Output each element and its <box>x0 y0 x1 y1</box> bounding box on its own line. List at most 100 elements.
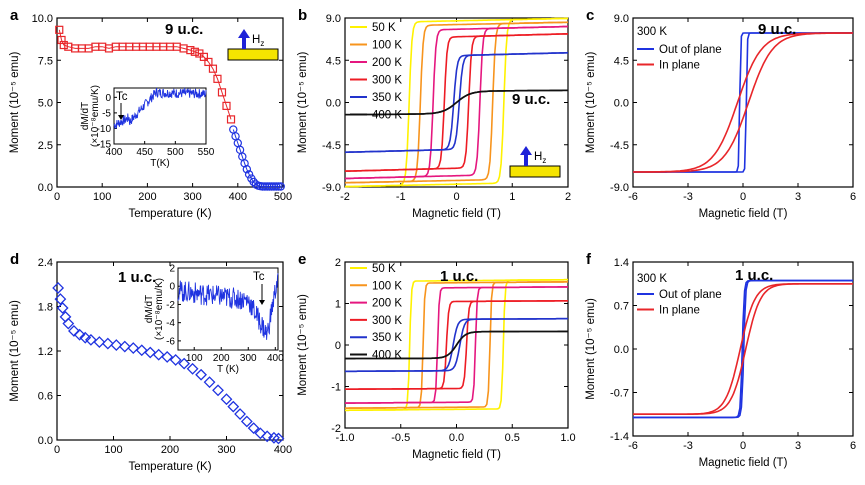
panel-f: -6 -3 0 3 6 1.4 0.7 0.0 -0.7 -1.4 Magnetic field (… <box>585 251 856 469</box>
substrate-icon <box>227 48 279 61</box>
loop-0-down <box>633 279 853 419</box>
x-axis-label: Magnetic field (T) <box>699 208 788 220</box>
inset-frame <box>177 267 279 351</box>
x-axis-label: Magnetic field (T) <box>699 457 788 469</box>
loop-4-down <box>345 317 568 373</box>
data-point <box>244 170 254 179</box>
data-point <box>195 368 207 381</box>
y-tick-label: 1 <box>335 299 341 311</box>
y-tick-label: 7.5 <box>38 55 53 67</box>
data-point <box>161 351 174 363</box>
panel-label: c <box>586 7 594 24</box>
legend-entry: 300 K <box>372 315 402 327</box>
panel-d: 0 100 200 300 400 0.0 0.6 1.2 1.8 2.4 Temperature … <box>9 251 292 473</box>
x-tick-label: 100 <box>104 444 122 456</box>
y-axis-label: Moment (10⁻⁵ emu) <box>585 52 597 154</box>
loop-1-down <box>633 32 853 173</box>
x-axis-label: Magnetic field (T) <box>412 208 501 220</box>
data-point <box>79 331 92 344</box>
y-tick-label: 0.6 <box>38 391 53 403</box>
field-label: Hz <box>252 34 264 48</box>
data-point <box>226 115 236 124</box>
data-point <box>68 325 80 337</box>
tc-arrow-head <box>259 300 265 305</box>
field-arrow-icon <box>238 29 250 38</box>
y-tick-label: -2 <box>331 423 341 435</box>
x-tick-label: 0.0 <box>449 432 464 444</box>
legend-entry: 50 K <box>372 22 396 34</box>
inset-x-tick-label: 550 <box>198 147 215 158</box>
y-tick-label: 0 <box>335 340 341 352</box>
x-tick-label: 200 <box>161 444 179 456</box>
y-tick-label: -1 <box>331 382 341 394</box>
y-tick-label: 1.8 <box>38 302 53 314</box>
loop-1-down <box>345 281 568 409</box>
y-tick-label: 1.4 <box>614 257 629 269</box>
panel-title: 1 u.c. <box>118 269 156 286</box>
panel-label: d <box>10 251 19 268</box>
inset-y-tick-label: 0 <box>169 282 175 293</box>
data-point <box>190 47 199 56</box>
y-tick-label: -9.0 <box>322 182 341 194</box>
inset-d: 100 200 300 400 2 0 -2 -4 -6 T (K) dM/dT (×10⁻⁸emu/… <box>144 264 284 376</box>
data-point <box>101 337 114 350</box>
data-point <box>199 52 208 61</box>
loop-2-down <box>344 25 569 180</box>
x-tick-label: -3 <box>683 440 693 452</box>
y-tick-label: 2 <box>335 257 341 269</box>
y-tick-label: 4.5 <box>614 55 629 67</box>
data-point <box>217 88 227 97</box>
inset-y-tick-label: -2 <box>166 300 175 311</box>
data-point <box>93 336 106 349</box>
series-line <box>58 29 232 120</box>
temperature-label: 300 K <box>637 26 667 38</box>
data-point <box>84 333 97 346</box>
data-point <box>212 384 224 397</box>
legend-entry: Out of plane <box>659 44 722 56</box>
loop-2-down <box>345 286 568 404</box>
x-tick-label: -6 <box>628 191 638 203</box>
panel-title: 1 u.c. <box>440 268 478 285</box>
data-point <box>152 348 165 361</box>
panel-title: 1 u.c. <box>735 267 773 284</box>
y-tick-label: 10.0 <box>32 13 53 25</box>
loop-4-down <box>344 51 569 154</box>
legend-entry: 400 K <box>372 110 402 122</box>
data-point <box>254 427 267 440</box>
inset-y-label: dM/dT <box>80 102 91 130</box>
x-tick-label: -1 <box>396 191 406 203</box>
y-tick-label: -0.7 <box>610 388 629 400</box>
inset-y-label: dM/dT <box>144 295 155 323</box>
y-tick-label: 1.2 <box>38 346 53 358</box>
x-tick-label: 300 <box>217 444 235 456</box>
data-point <box>178 357 191 370</box>
panel-label: a <box>10 7 19 24</box>
data-point <box>272 432 285 445</box>
x-tick-label: -6 <box>628 440 638 452</box>
legend-entry: 100 K <box>372 40 402 52</box>
y-tick-label: -1.4 <box>610 431 629 443</box>
legend-f: Out of plane In plane <box>637 289 722 317</box>
legend-e: 50 K 100 K 200 K 300 K 350 K 400 K <box>350 263 402 362</box>
series-1 <box>229 125 285 191</box>
inset-curve <box>113 87 207 129</box>
data-point <box>73 328 86 341</box>
data-point <box>242 165 252 174</box>
x-tick-label: 400 <box>229 191 247 203</box>
y-axis-label: Moment (10⁻⁵ emu) <box>9 300 21 402</box>
field-label: Hz <box>534 151 546 165</box>
y-tick-label: 0.7 <box>614 301 629 313</box>
x-tick-label: 0 <box>740 440 746 452</box>
inset-a: 400 450 500 550 0 -5 -10 -15 T(K) dM/dT (×10⁻⁸emu/… <box>80 85 215 169</box>
loop-5-down <box>345 330 568 360</box>
y-tick-label: 9.0 <box>326 13 341 25</box>
substrate-icon <box>509 165 561 178</box>
x-axis-label: Temperature (K) <box>128 208 211 220</box>
data-point <box>186 46 195 55</box>
legend-entry: 100 K <box>372 280 402 292</box>
inset-x-label: T (K) <box>217 364 239 375</box>
legend-entry: 400 K <box>372 350 402 362</box>
panel-e: -1.0 -0.5 0.0 0.5 1.0 2 1 0 -1 -2 Magnetic field (… <box>297 251 576 461</box>
loop-3-down <box>345 300 568 390</box>
